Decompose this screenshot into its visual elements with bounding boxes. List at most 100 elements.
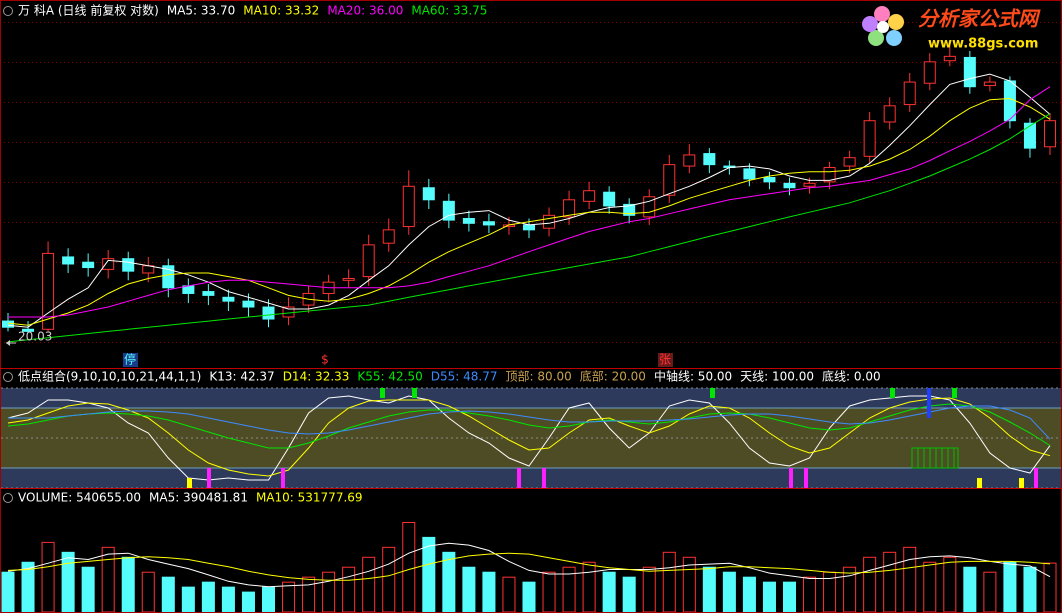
- volume-bar: [61, 551, 75, 613]
- series-line: [7, 403, 1051, 449]
- candle-body: [643, 196, 656, 218]
- volume-bar: [402, 521, 416, 613]
- volume-bar: [1, 571, 15, 613]
- header-label: 顶部: 80.00: [506, 369, 572, 384]
- volume-bar: [742, 576, 756, 613]
- series-line: [8, 405, 1051, 440]
- volume-bar: [422, 536, 436, 613]
- candle-body: [843, 157, 856, 167]
- series-line: [7, 113, 1051, 343]
- logo-petal: [868, 30, 884, 46]
- candle-body: [22, 328, 35, 332]
- volume-bar: [782, 581, 797, 613]
- volume-bar: [863, 556, 877, 613]
- volume-bar: [582, 561, 596, 613]
- top-signal: [412, 388, 417, 398]
- signals: [187, 388, 1038, 488]
- candle-body: [703, 153, 716, 166]
- candle-body: [1043, 120, 1057, 148]
- volume-bar: [342, 566, 356, 613]
- header-label: MA60: 33.75: [411, 4, 487, 18]
- volume-bar: [141, 571, 155, 613]
- volume-bar: [803, 576, 817, 613]
- volume-bar: [1043, 562, 1057, 613]
- header-label: 中轴线: 50.00: [654, 369, 732, 384]
- signal-block: [917, 448, 955, 468]
- series-line: [7, 395, 1051, 481]
- header-label: D14: 32.33: [283, 370, 350, 384]
- volume-bar: [963, 566, 977, 613]
- candle-body: [743, 168, 756, 180]
- candle-body: [883, 105, 896, 123]
- volume-bar: [382, 546, 396, 613]
- series-line: [7, 97, 1051, 326]
- candle-body: [683, 154, 696, 167]
- volume-bar: [241, 591, 255, 613]
- top-signal: [927, 388, 931, 418]
- candle-body: [82, 261, 95, 269]
- volume-bar: [542, 571, 556, 613]
- volume-bar: [282, 581, 296, 613]
- header-label: 天线: 100.00: [740, 370, 814, 384]
- watermark-name: 分析家公式网: [918, 7, 1041, 31]
- logo-petal: [874, 6, 890, 22]
- watermark-url: www.88gs.com: [928, 37, 1038, 52]
- volume-bar: [41, 541, 55, 613]
- header-label: MA5: 33.70: [167, 4, 235, 18]
- candle-body: [62, 256, 75, 265]
- bottom-signal: [804, 468, 808, 488]
- series-line: [8, 86, 1051, 318]
- header-label: MA20: 36.00: [327, 4, 403, 18]
- candle-body: [983, 81, 996, 87]
- volume-bar: [322, 571, 336, 613]
- candle-body: [102, 258, 115, 270]
- candle-body: [522, 224, 536, 231]
- candle-body: [382, 229, 395, 244]
- candle-body: [482, 221, 495, 226]
- header-label: 底部: 20.00: [580, 369, 646, 384]
- panel-icon: [3, 493, 13, 503]
- volume-bar: [101, 546, 115, 613]
- volume-bar: [81, 566, 95, 613]
- annotation-box: [658, 353, 673, 367]
- candle-body: [202, 291, 215, 296]
- header-label: 万 科A (日线 前复权 对数): [18, 3, 159, 18]
- bottom-signal: [207, 468, 211, 488]
- candle-body: [963, 56, 976, 88]
- volume-bar: [923, 561, 937, 613]
- annotation-box: [123, 353, 138, 367]
- bottom-signal: [1034, 468, 1038, 488]
- volume-bar: [642, 566, 656, 613]
- candle-body: [42, 252, 55, 330]
- header-label: D55: 48.77: [431, 370, 498, 384]
- candle-body: [863, 120, 876, 157]
- candle-body: [783, 182, 796, 189]
- volume-bar: [181, 586, 195, 613]
- candle-body: [122, 258, 135, 272]
- series-line: [7, 397, 1051, 477]
- volume-bar: [522, 581, 536, 613]
- candle-body: [1, 320, 15, 328]
- volume-bar: [221, 586, 235, 613]
- candle-body: [362, 244, 375, 278]
- volume-bar: [762, 581, 776, 613]
- candle-body: [603, 191, 616, 207]
- volume-bar: [602, 571, 616, 613]
- candle-body: [803, 182, 816, 187]
- volume-bar: [482, 571, 496, 613]
- marks: 万 科A (日线 前复权 对数) MA5: 33.70 MA10: 33.32 MA2…: [1, 3, 1057, 613]
- volume-bar: [943, 556, 957, 613]
- candle-body: [162, 265, 175, 289]
- volume-bar: [622, 576, 636, 613]
- volume-bar: [261, 586, 276, 613]
- volume-bar: [702, 566, 716, 613]
- volume-bar: [462, 566, 476, 613]
- candle-body: [442, 200, 455, 221]
- volume-bar: [983, 571, 997, 613]
- candle-body: [342, 277, 355, 281]
- volume-bar: [302, 576, 316, 613]
- series-line: [7, 542, 1051, 588]
- logo-center: [877, 21, 889, 33]
